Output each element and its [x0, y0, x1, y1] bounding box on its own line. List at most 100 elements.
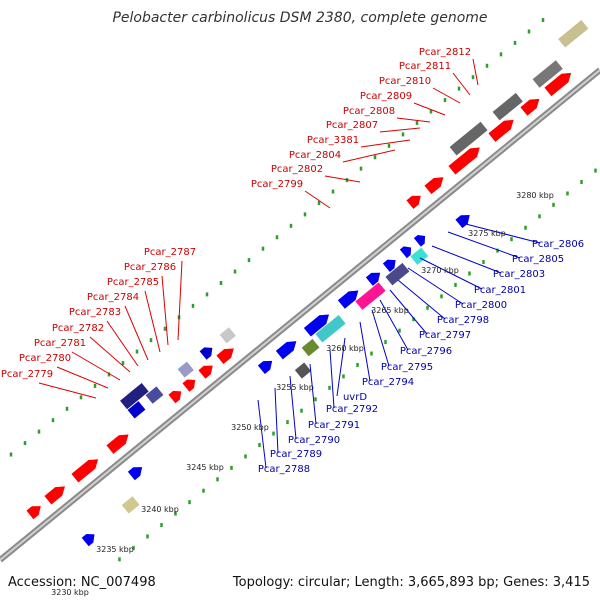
- tick-dot: [303, 212, 307, 217]
- forward-gene: [520, 98, 540, 116]
- tick-dot: [370, 351, 373, 356]
- tick-dot: [272, 431, 275, 436]
- reverse-gene: [355, 282, 386, 310]
- tick-dot: [149, 338, 153, 343]
- gene-label-bottom: Pcar_2798: [437, 315, 489, 326]
- accession-label: Accession: NC_007498: [8, 575, 156, 590]
- gene-shape: [26, 506, 41, 520]
- leader-line: [389, 289, 428, 335]
- tick-dot: [499, 52, 503, 57]
- leader-line: [329, 349, 335, 409]
- tick-dot: [580, 180, 583, 185]
- gene-shape: [168, 390, 182, 404]
- tick-dot: [135, 349, 139, 354]
- tick-dot: [51, 418, 55, 423]
- scale-label: 3240 kbp: [141, 505, 179, 514]
- gene-label-top: Pcar_2807: [326, 120, 378, 131]
- leader-line: [419, 257, 483, 290]
- gene-shape: [532, 60, 563, 88]
- tick-dot: [289, 223, 293, 228]
- gene-label-top: Pcar_2779: [1, 369, 53, 380]
- leader-line: [309, 363, 317, 425]
- tick-dot: [552, 202, 555, 207]
- reverse-gene: [294, 362, 312, 379]
- leader-line: [379, 127, 421, 133]
- gene-labels: Pcar_2812 Pcar_2811 Pcar_2810 Pcar_2809 Pcar…: [1, 47, 584, 475]
- gene-label-bottom: Pcar_2790: [288, 435, 340, 446]
- tick-dot: [219, 281, 223, 286]
- tick-dot: [415, 120, 419, 125]
- leader-line: [274, 387, 279, 454]
- tick-dot: [513, 40, 517, 45]
- gene-label-top: Pcar_2786: [124, 262, 176, 273]
- tick-dot: [233, 269, 237, 274]
- tick-dot: [440, 294, 443, 299]
- leader-line: [432, 87, 461, 104]
- tick-dot: [443, 98, 447, 103]
- leader-line: [124, 305, 149, 361]
- gene-shape: [121, 496, 140, 514]
- tick-dot: [65, 406, 69, 411]
- leader-line: [304, 190, 331, 209]
- forward-gene: [219, 327, 236, 344]
- gene-label-top: Pcar_2787: [144, 247, 196, 258]
- tick-dot: [188, 500, 191, 505]
- forward-gene: [406, 195, 421, 209]
- forward-gene: [182, 379, 196, 392]
- tick-dot: [23, 441, 27, 446]
- gene-shape: [120, 382, 149, 410]
- tick-dot: [107, 372, 111, 377]
- forward-gene: [44, 486, 65, 505]
- forward-gene: [198, 365, 213, 379]
- tick-dot: [429, 109, 433, 114]
- tick-dot: [426, 305, 429, 310]
- leader-line: [89, 336, 131, 373]
- tick-dot: [342, 374, 345, 379]
- tick-dot: [132, 545, 135, 550]
- gene-shape: [449, 121, 488, 156]
- leader-line: [38, 382, 97, 399]
- gene-shape: [385, 262, 410, 286]
- leader-line: [371, 309, 390, 367]
- forward-gene: [488, 119, 514, 142]
- forward-gene: [26, 506, 41, 520]
- genome-backbone: [0, 67, 600, 563]
- scale-label: 3245 kbp: [186, 463, 224, 472]
- gene-shape: [413, 234, 426, 247]
- gene-shape: [198, 365, 213, 379]
- reverse-gene: [337, 290, 359, 309]
- gene-label-bottom: Pcar_2789: [270, 449, 322, 460]
- leader-line: [452, 72, 471, 96]
- tick-dot: [146, 534, 149, 539]
- topology-label: Topology: circular; Length: 3,665,893 bp…: [232, 575, 590, 590]
- forward-gene: [106, 434, 129, 454]
- gene-label-bottom: Pcar_2792: [326, 404, 378, 415]
- tick-dot: [566, 191, 569, 196]
- leader-line: [431, 245, 502, 274]
- tick-dot: [457, 86, 461, 91]
- scale-label: 3250 kbp: [231, 423, 269, 432]
- gene-shape: [399, 246, 412, 259]
- gene-label-top: Pcar_2782: [52, 323, 104, 334]
- gene-shape: [544, 72, 572, 97]
- forward-gene: [127, 401, 146, 419]
- gene-shape: [337, 290, 359, 309]
- tick-dot: [247, 258, 251, 263]
- tick-dot: [328, 385, 331, 390]
- gene-label-top: Pcar_2812: [419, 47, 471, 58]
- leader-line: [413, 102, 446, 116]
- gene-shape: [301, 338, 320, 357]
- leader-line: [106, 320, 139, 367]
- tick-dot: [275, 235, 279, 240]
- gene-shape: [294, 362, 312, 379]
- scale-label: 3275 kbp: [468, 229, 506, 238]
- gene-shape: [424, 177, 444, 195]
- gene-shape: [199, 347, 213, 360]
- reverse-gene: [121, 496, 140, 514]
- tick-dot: [118, 557, 121, 562]
- gene-shape: [303, 314, 330, 337]
- tick-dot: [401, 132, 405, 137]
- gene-shape: [177, 361, 194, 378]
- tick-dot: [485, 63, 489, 68]
- tick-dot: [93, 383, 97, 388]
